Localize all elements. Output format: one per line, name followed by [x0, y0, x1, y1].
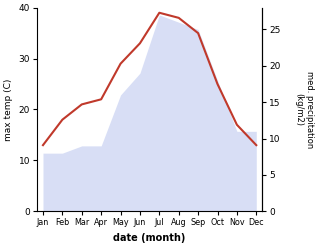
X-axis label: date (month): date (month) [114, 233, 186, 243]
Y-axis label: max temp (C): max temp (C) [4, 78, 13, 141]
Y-axis label: med. precipitation
(kg/m2): med. precipitation (kg/m2) [294, 71, 314, 148]
